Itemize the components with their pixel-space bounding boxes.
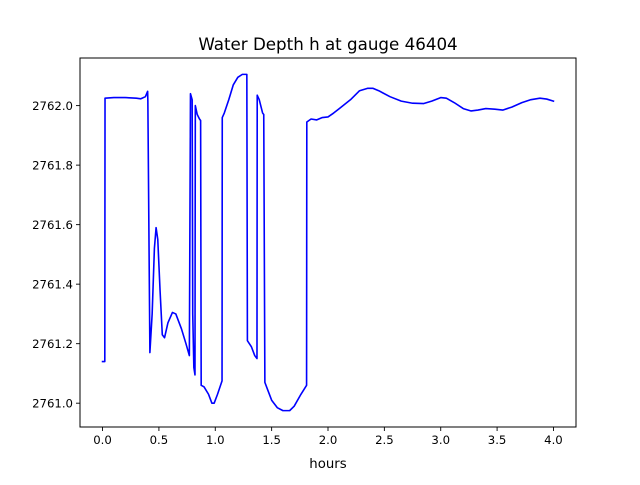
x-tick-label: 3.0 xyxy=(431,433,450,447)
chart-title: Water Depth h at gauge 46404 xyxy=(198,34,457,54)
y-tick-label: 2761.4 xyxy=(32,277,73,291)
x-tick-label: 4.0 xyxy=(544,433,563,447)
y-tick-label: 2761.6 xyxy=(32,218,73,232)
x-tick-label: 1.5 xyxy=(262,433,281,447)
y-tick-label: 2761.2 xyxy=(32,337,73,351)
x-axis-label: hours xyxy=(309,457,346,472)
x-tick-label: 2.0 xyxy=(319,433,338,447)
x-tick-label: 0.0 xyxy=(93,433,112,447)
plot-area: 0.0 0.5 1.0 1.5 2.0 2.5 3.0 3.5 4.0 2761.0 2761.2 2… xyxy=(32,57,577,447)
y-tick-label: 2762.0 xyxy=(32,99,73,113)
series-line-0 xyxy=(101,73,555,412)
x-tick-label: 3.5 xyxy=(488,433,507,447)
x-tick-label: 2.5 xyxy=(375,433,394,447)
y-tick-label: 2761.8 xyxy=(32,158,73,172)
x-tick-label: 0.5 xyxy=(150,433,169,447)
x-tick-label: 1.0 xyxy=(206,433,225,447)
y-tick-label: 2761.0 xyxy=(32,396,73,410)
